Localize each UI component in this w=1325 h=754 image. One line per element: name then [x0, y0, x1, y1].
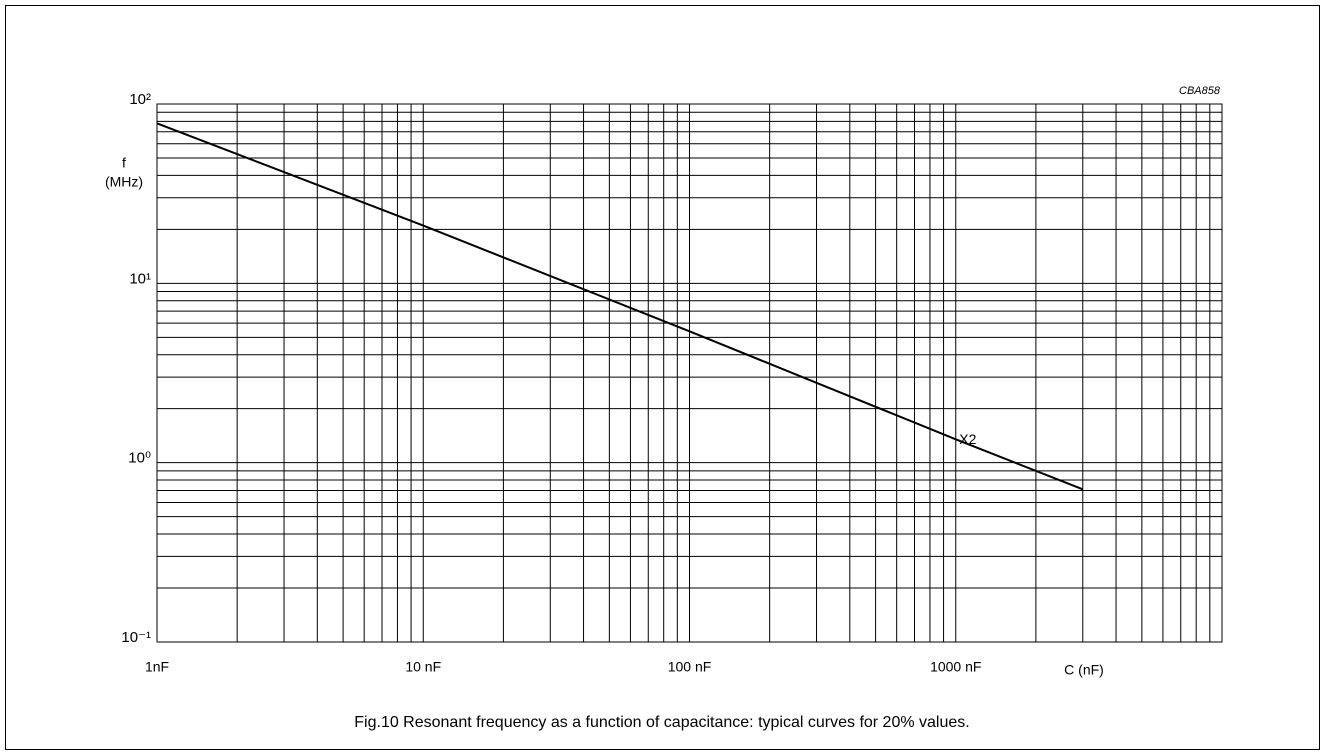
y-tick-label: 10¹ [129, 270, 151, 287]
x-axis-label: C (nF) [1064, 662, 1104, 678]
y-tick-label: 10⁻¹ [121, 629, 151, 646]
x-tick-label: 1nF [145, 659, 169, 675]
caption: Fig.10 Resonant frequency as a function … [354, 714, 969, 731]
x-tick-label: 100 nF [668, 659, 712, 675]
series-label: X2 [959, 431, 976, 447]
x-tick-label: 10 nF [405, 659, 441, 675]
y-axis-label: (MHz) [105, 174, 143, 190]
y-axis-label: f [122, 155, 126, 171]
figure-code: CBA858 [1179, 85, 1221, 97]
y-tick-label: 10⁰ [128, 450, 151, 467]
data-line [156, 122, 1084, 491]
y-tick-label: 10² [129, 91, 151, 108]
x-tick-label: 1000 nF [930, 659, 981, 675]
figure-border [5, 5, 1320, 750]
